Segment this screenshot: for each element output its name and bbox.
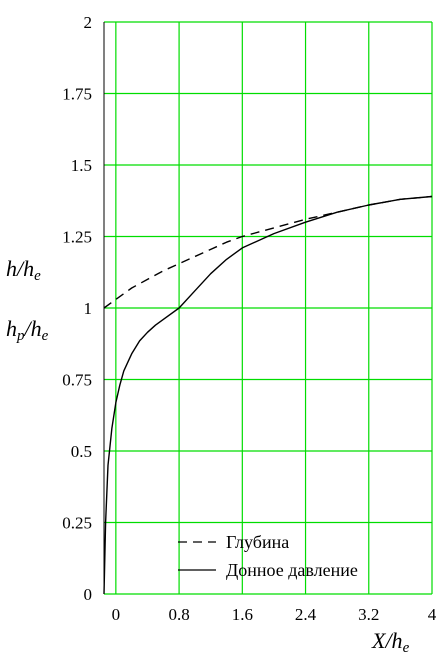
legend-label-depth: Глубина	[226, 532, 289, 552]
x-axis-label: X/he	[371, 628, 410, 656]
x-tick-labels: 0 0.8 1.6 2.4 3.2 4	[112, 605, 437, 624]
y-axis-label-top: h/he	[6, 256, 41, 284]
y-tick-label-3: 0.75	[62, 371, 92, 390]
y-tick-labels: 0 0.25 0.5 0.75 1 1.25 1.5 1.75 2	[62, 13, 92, 604]
y-tick-label-4: 1	[84, 299, 93, 318]
x-tick-label-1: 0.8	[168, 605, 189, 624]
y-tick-label-2: 0.5	[71, 442, 92, 461]
legend: Глубина Донное давление	[178, 532, 358, 580]
y-tick-label-5: 1.25	[62, 228, 92, 247]
y-tick-label-1: 0.25	[62, 514, 92, 533]
y-tick-label-7: 1.75	[62, 85, 92, 104]
legend-label-bottom-pressure: Донное давление	[226, 560, 358, 580]
y-axis-label-bottom: hp/he	[6, 316, 49, 344]
x-tick-label-2: 1.6	[232, 605, 253, 624]
y-tick-label-8: 2	[84, 13, 93, 32]
y-tick-label-6: 1.5	[71, 156, 92, 175]
y-tick-label-0: 0	[84, 585, 93, 604]
series-group	[103, 195, 433, 595]
series-line-bottom-pressure	[103, 195, 433, 595]
x-tick-label-4: 3.2	[358, 605, 379, 624]
x-tick-label-0: 0	[112, 605, 121, 624]
x-tick-label-5: 4	[428, 605, 437, 624]
x-tick-label-3: 2.4	[295, 605, 317, 624]
